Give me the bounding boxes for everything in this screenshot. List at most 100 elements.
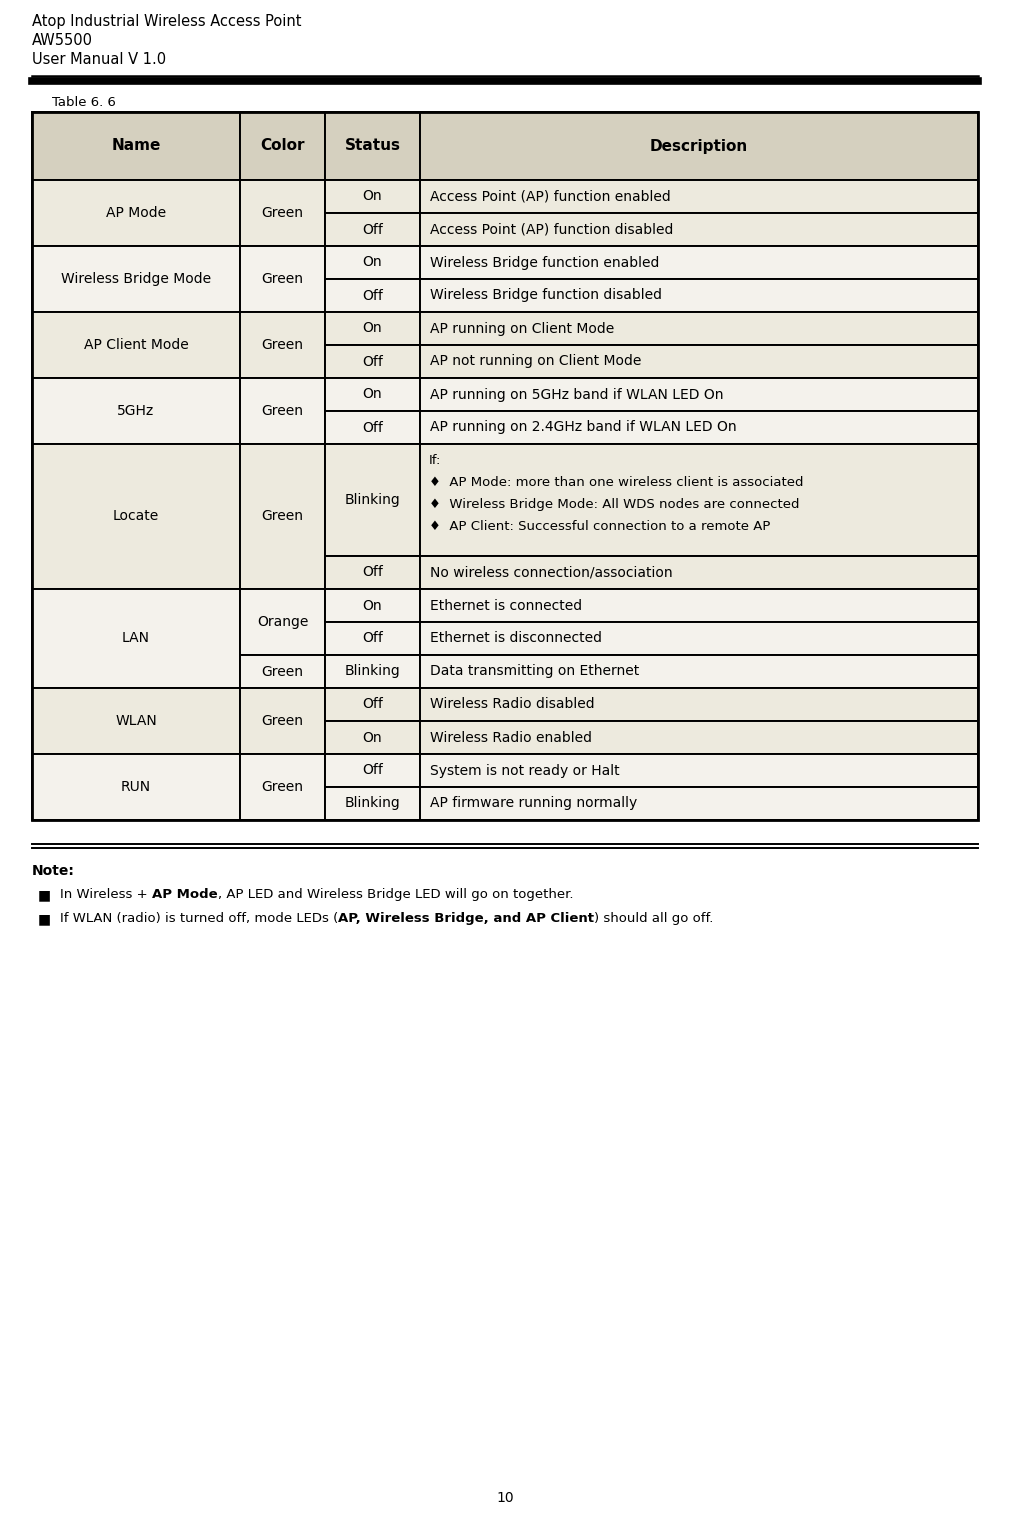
Bar bbox=[420, 345, 978, 379]
Text: Green: Green bbox=[262, 405, 304, 418]
Text: Off: Off bbox=[363, 565, 383, 580]
Bar bbox=[32, 111, 240, 180]
Bar bbox=[325, 312, 420, 345]
Text: Table 6. 6: Table 6. 6 bbox=[52, 96, 116, 108]
Text: , AP LED and Wireless Bridge LED will go on together.: , AP LED and Wireless Bridge LED will go… bbox=[217, 889, 573, 901]
Bar bbox=[325, 721, 420, 754]
Bar bbox=[420, 754, 978, 786]
Text: Wireless Radio enabled: Wireless Radio enabled bbox=[430, 730, 592, 745]
Bar bbox=[32, 312, 240, 379]
Text: No wireless connection/association: No wireless connection/association bbox=[430, 565, 673, 580]
Text: On: On bbox=[363, 322, 383, 336]
Text: AP firmware running normally: AP firmware running normally bbox=[430, 797, 637, 811]
Bar bbox=[240, 111, 325, 180]
Bar bbox=[325, 444, 420, 556]
Bar bbox=[325, 212, 420, 246]
Bar bbox=[240, 312, 325, 379]
Bar bbox=[32, 246, 240, 312]
Text: Off: Off bbox=[363, 698, 383, 712]
Text: Name: Name bbox=[111, 139, 161, 154]
Bar bbox=[420, 556, 978, 589]
Text: Blinking: Blinking bbox=[344, 797, 400, 811]
Bar bbox=[325, 379, 420, 411]
Bar bbox=[325, 786, 420, 820]
Text: If WLAN (radio) is turned off, mode LEDs (: If WLAN (radio) is turned off, mode LEDs… bbox=[60, 912, 338, 925]
Text: Wireless Radio disabled: Wireless Radio disabled bbox=[430, 698, 595, 712]
Bar bbox=[32, 379, 240, 444]
Bar bbox=[325, 621, 420, 655]
Text: ♦  AP Client: Successful connection to a remote AP: ♦ AP Client: Successful connection to a … bbox=[429, 521, 771, 533]
Bar bbox=[32, 754, 240, 820]
Bar bbox=[325, 589, 420, 621]
Bar bbox=[240, 754, 325, 820]
Bar bbox=[325, 180, 420, 212]
Text: On: On bbox=[363, 189, 383, 203]
Bar bbox=[325, 689, 420, 721]
Text: Color: Color bbox=[261, 139, 305, 154]
Bar bbox=[420, 689, 978, 721]
Bar bbox=[240, 379, 325, 444]
Text: Off: Off bbox=[363, 764, 383, 777]
Text: Off: Off bbox=[363, 223, 383, 237]
Text: If:: If: bbox=[429, 454, 441, 467]
Bar bbox=[325, 111, 420, 180]
Bar bbox=[420, 621, 978, 655]
Bar bbox=[420, 655, 978, 689]
Bar bbox=[325, 246, 420, 279]
Bar bbox=[240, 689, 325, 754]
Bar bbox=[325, 655, 420, 689]
Bar bbox=[420, 180, 978, 212]
Text: AP, Wireless Bridge, and AP Client: AP, Wireless Bridge, and AP Client bbox=[338, 912, 594, 925]
Text: Wireless Bridge function enabled: Wireless Bridge function enabled bbox=[430, 255, 660, 269]
Bar bbox=[420, 786, 978, 820]
Text: ♦  AP Mode: more than one wireless client is associated: ♦ AP Mode: more than one wireless client… bbox=[429, 476, 803, 489]
Text: Ethernet is disconnected: Ethernet is disconnected bbox=[430, 632, 602, 646]
Text: ■: ■ bbox=[38, 889, 52, 902]
Text: Ethernet is connected: Ethernet is connected bbox=[430, 599, 582, 612]
Bar bbox=[420, 444, 978, 556]
Text: User Manual V 1.0: User Manual V 1.0 bbox=[32, 52, 166, 67]
Bar bbox=[420, 589, 978, 621]
Bar bbox=[420, 212, 978, 246]
Text: On: On bbox=[363, 388, 383, 402]
Text: 5GHz: 5GHz bbox=[117, 405, 155, 418]
Text: Off: Off bbox=[363, 632, 383, 646]
Bar bbox=[325, 345, 420, 379]
Bar bbox=[32, 689, 240, 754]
Text: LAN: LAN bbox=[122, 632, 150, 646]
Text: Green: Green bbox=[262, 272, 304, 286]
Bar bbox=[240, 655, 325, 689]
Text: AP Mode: AP Mode bbox=[106, 206, 166, 220]
Bar bbox=[240, 444, 325, 589]
Bar bbox=[240, 246, 325, 312]
Text: Status: Status bbox=[344, 139, 401, 154]
Bar bbox=[32, 444, 240, 589]
Text: Green: Green bbox=[262, 510, 304, 524]
Text: Access Point (AP) function enabled: Access Point (AP) function enabled bbox=[430, 189, 671, 203]
Text: Green: Green bbox=[262, 664, 304, 678]
Text: Off: Off bbox=[363, 420, 383, 435]
Text: ♦  Wireless Bridge Mode: All WDS nodes are connected: ♦ Wireless Bridge Mode: All WDS nodes ar… bbox=[429, 498, 799, 512]
Text: On: On bbox=[363, 599, 383, 612]
Text: Data transmitting on Ethernet: Data transmitting on Ethernet bbox=[430, 664, 639, 678]
Bar bbox=[325, 411, 420, 444]
Bar bbox=[240, 589, 325, 655]
Bar bbox=[32, 180, 240, 246]
Text: Blinking: Blinking bbox=[344, 493, 400, 507]
Text: Wireless Bridge Mode: Wireless Bridge Mode bbox=[61, 272, 211, 286]
Bar bbox=[325, 279, 420, 312]
Text: RUN: RUN bbox=[121, 780, 152, 794]
Bar bbox=[420, 312, 978, 345]
Text: Description: Description bbox=[649, 139, 748, 154]
Text: AW5500: AW5500 bbox=[32, 34, 93, 47]
Bar bbox=[32, 111, 978, 820]
Text: 10: 10 bbox=[496, 1490, 514, 1506]
Bar bbox=[420, 379, 978, 411]
Text: Locate: Locate bbox=[113, 510, 160, 524]
Text: Green: Green bbox=[262, 206, 304, 220]
Text: AP running on Client Mode: AP running on Client Mode bbox=[430, 322, 614, 336]
Text: System is not ready or Halt: System is not ready or Halt bbox=[430, 764, 619, 777]
Text: Green: Green bbox=[262, 780, 304, 794]
Bar bbox=[420, 279, 978, 312]
Text: Note:: Note: bbox=[32, 864, 75, 878]
